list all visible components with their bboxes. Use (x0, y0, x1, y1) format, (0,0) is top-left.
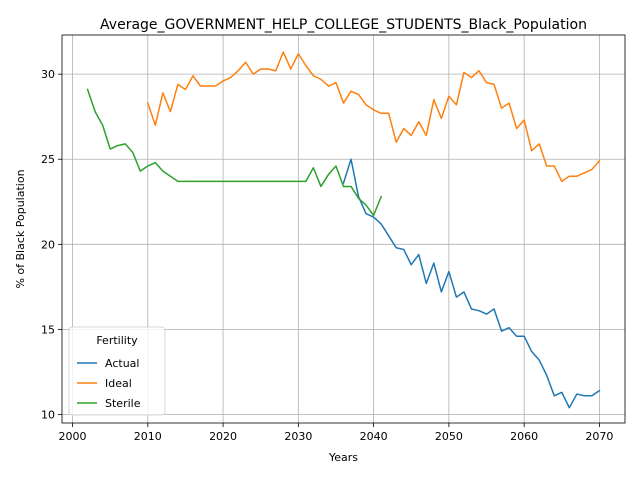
series-line-ideal (146, 51, 601, 183)
legend-title: Fertility (96, 334, 138, 347)
x-tick-label: 2010 (134, 430, 162, 443)
plot-frame (61, 34, 626, 424)
chart-title: Average_GOVERNMENT_HELP_COLLEGE_STUDENTS… (100, 17, 587, 33)
x-axis-label: Years (328, 451, 358, 464)
x-tick-label: 2000 (59, 430, 87, 443)
series-line-actual (342, 158, 601, 409)
y-tick-label: 20 (41, 238, 55, 251)
series-layer (86, 51, 601, 409)
x-tick-label: 2020 (209, 430, 237, 443)
y-axis-label: % of Black Population (14, 169, 27, 288)
legend: Fertility Actual Ideal Sterile (68, 326, 166, 416)
x-tick-label: 2070 (585, 430, 613, 443)
x-tick-label: 2050 (435, 430, 463, 443)
grid (62, 35, 625, 423)
y-axis: 10 15 20 25 30 (41, 68, 62, 421)
x-axis: 2000 2010 2020 2030 2040 2050 2060 2070 (59, 423, 613, 443)
x-tick-label: 2060 (510, 430, 538, 443)
legend-label-sterile: Sterile (105, 397, 141, 410)
x-tick-label: 2030 (284, 430, 312, 443)
y-tick-label: 10 (41, 408, 55, 421)
y-tick-label: 25 (41, 153, 55, 166)
y-tick-label: 30 (41, 68, 55, 81)
x-tick-label: 2040 (360, 430, 388, 443)
legend-label-ideal: Ideal (105, 377, 132, 390)
legend-label-actual: Actual (105, 357, 139, 370)
series-line-sterile (86, 88, 383, 217)
y-tick-label: 15 (41, 323, 55, 336)
legend-box (68, 326, 166, 416)
